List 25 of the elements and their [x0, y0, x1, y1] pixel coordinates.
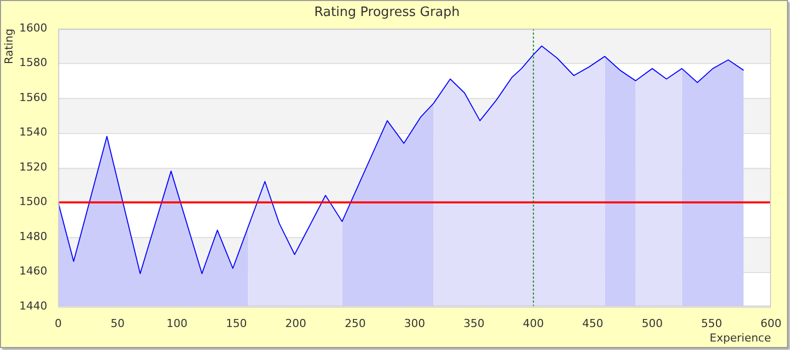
- x-tick-label: 0: [54, 317, 62, 330]
- y-axis-title: Rating: [2, 28, 16, 64]
- x-tick-label: 100: [166, 317, 188, 330]
- x-tick-label: 300: [404, 317, 426, 330]
- y-tick-label: 1460: [19, 264, 48, 278]
- y-tick-label: 1580: [19, 56, 48, 70]
- y-tick-label: 1480: [19, 230, 48, 243]
- y-tick-label: 1520: [19, 160, 48, 174]
- x-tick-label: 400: [522, 317, 544, 330]
- chart-title: Rating Progress Graph: [314, 5, 460, 20]
- x-tick-label: 550: [701, 317, 722, 330]
- x-tick-label: 450: [582, 317, 604, 330]
- y-tick-label: 1560: [19, 90, 48, 104]
- y-tick-label: 1600: [19, 21, 48, 34]
- y-tick-label: 1440: [19, 299, 48, 312]
- x-tick-label: 50: [110, 317, 125, 330]
- x-tick-label: 250: [344, 317, 366, 330]
- x-tick-label: 200: [285, 317, 306, 330]
- x-tick-label: 350: [464, 317, 484, 330]
- y-tick-label: 1540: [19, 126, 48, 139]
- x-axis-title: Experience: [710, 331, 772, 344]
- x-tick-label: 600: [760, 317, 782, 330]
- y-tick-label: 1500: [19, 195, 48, 208]
- x-tick-label: 150: [226, 317, 247, 330]
- x-tick-label: 500: [642, 317, 663, 330]
